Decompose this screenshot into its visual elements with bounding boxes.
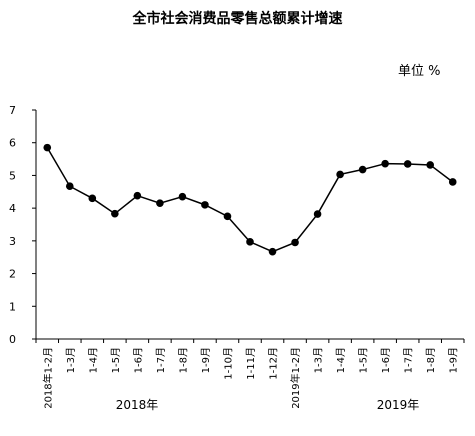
data-point (313, 210, 322, 218)
y-tick-label: 1 (9, 300, 16, 313)
data-point (43, 143, 52, 152)
x-tick-label: 1-8月 (425, 347, 437, 373)
x-tick-label: 1-8月 (177, 347, 189, 373)
data-point (291, 238, 299, 247)
x-tick-label: 1-7月 (155, 347, 167, 373)
chart-title: 全市社会消费品零售总额累计增速 (132, 11, 343, 27)
data-point (336, 170, 344, 179)
x-tick-labels: 2018年1-2月 1-3月 1-4月 1-5月 1-6月 1-7月 1-8月 1-9月 1-1… (41, 347, 459, 409)
x-tick-label: 1-3月 (313, 347, 325, 373)
data-point (403, 160, 412, 168)
y-tick-label: 6 (9, 137, 16, 150)
y-tick-label: 4 (9, 202, 16, 215)
x-tick-label: 1-7月 (403, 347, 415, 373)
x-tick-label: 2019年1-2月 (289, 347, 302, 409)
data-point (178, 192, 187, 201)
data-point (133, 191, 142, 200)
y-tick-label: 3 (9, 235, 16, 248)
data-point (111, 209, 119, 218)
x-tick-label: 1-10月 (222, 347, 234, 380)
y-tick-label: 7 (9, 104, 16, 117)
year-label: 2018年 (116, 398, 159, 412)
x-tick-label: 1-9月 (448, 347, 460, 373)
data-point (65, 182, 74, 191)
year-label: 2019年 (377, 398, 420, 412)
axes (32, 109, 465, 343)
x-tick-label: 1-12月 (268, 347, 280, 380)
data-point (448, 178, 457, 186)
x-tick-label: 1-3月 (65, 347, 77, 373)
data-point (223, 212, 232, 221)
x-tick-label: 1-11月 (245, 347, 257, 380)
x-tick-label: 1-5月 (358, 347, 370, 373)
year-labels: 2018年 2019年 (116, 398, 420, 412)
data-point (381, 159, 389, 168)
x-tick-label: 1-6月 (380, 347, 392, 373)
x-tick-label: 2018年1-2月 (41, 347, 54, 409)
data-point (246, 238, 254, 246)
x-tick-label: 1-4月 (335, 347, 347, 373)
x-tick-label: 1-6月 (132, 347, 144, 373)
data-point (268, 247, 277, 256)
data-point (88, 194, 97, 203)
x-tick-label: 1-5月 (110, 347, 122, 373)
x-tick-label: 1-9月 (200, 347, 212, 373)
unit-label: 单位 % (398, 64, 441, 79)
y-tick-labels: 0 1 2 3 4 5 6 7 (9, 104, 16, 346)
y-tick-label: 5 (9, 169, 16, 182)
data-point (358, 165, 367, 174)
series (43, 143, 457, 256)
y-tick-label: 0 (9, 333, 16, 346)
series-line (46, 147, 454, 253)
x-tick-label: 1-4月 (87, 347, 99, 373)
y-tick-label: 2 (9, 268, 16, 281)
data-point (201, 201, 209, 209)
data-point (156, 199, 164, 208)
data-point (426, 161, 435, 169)
